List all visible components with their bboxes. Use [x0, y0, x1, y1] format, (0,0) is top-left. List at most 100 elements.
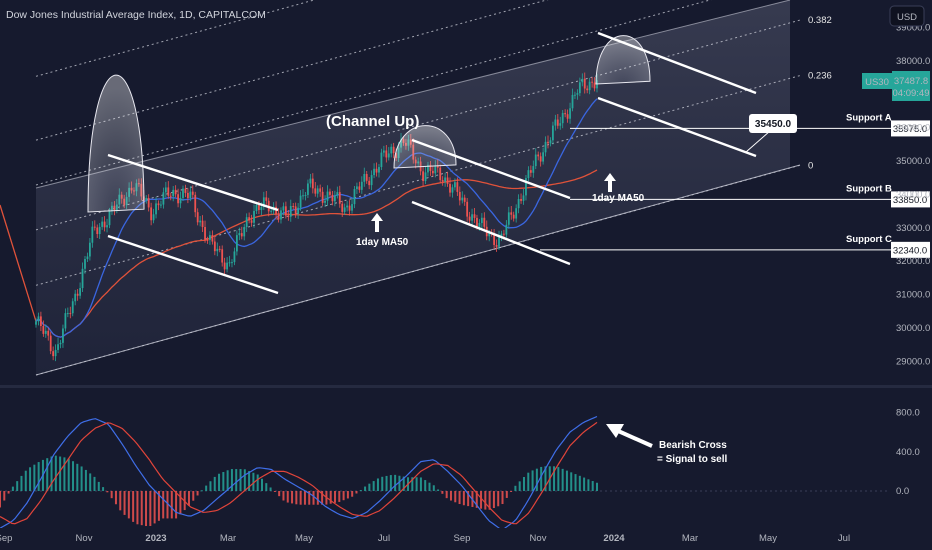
candle-body: [390, 146, 393, 154]
candle-body: [35, 321, 37, 325]
bearish-cross-title: Bearish Cross: [659, 440, 727, 451]
fib-line: [35, 0, 712, 186]
candle-body: [250, 220, 253, 223]
time-tick-label: Jul: [838, 533, 850, 544]
candle-body: [338, 192, 341, 204]
candle-body: [583, 78, 586, 89]
macd-histogram-bar: [355, 491, 358, 494]
candle-body: [378, 167, 380, 173]
candle-body: [478, 222, 481, 227]
candle-body: [248, 217, 251, 221]
macd-histogram-bar: [153, 491, 156, 524]
macd-tick-label: 800.0: [896, 408, 920, 419]
macd-histogram-bar: [230, 469, 233, 491]
candle-body: [186, 192, 189, 199]
macd-histogram-bar: [527, 472, 530, 491]
callout-value: 35450.0: [755, 119, 792, 130]
candle-body: [44, 330, 47, 334]
macd-histogram-bar: [441, 491, 444, 494]
macd-histogram-bar: [295, 491, 298, 505]
macd-histogram-bar: [286, 491, 289, 503]
candle-body: [326, 191, 329, 201]
candle-body: [356, 186, 358, 190]
candle-body: [169, 195, 172, 197]
candle-body: [64, 313, 67, 329]
macd-histogram-bar: [484, 491, 487, 510]
macd-histogram-bar: [312, 491, 315, 505]
candle-body: [260, 207, 263, 211]
pane-separator[interactable]: [0, 385, 932, 388]
candle-body: [184, 188, 187, 193]
candle-body: [512, 214, 515, 219]
candle-body: [243, 226, 246, 237]
macd-histogram-bar: [3, 491, 6, 501]
time-tick-label: Jul: [378, 533, 390, 544]
ma50-line: [35, 98, 598, 338]
candle-body: [576, 93, 579, 95]
fib-label: 0.382: [808, 15, 832, 26]
support-label: Support C: [846, 234, 892, 245]
macd-line: [0, 415, 598, 531]
ma50-label-jul: 1day MA50: [356, 237, 409, 248]
macd-histogram-bar: [518, 481, 521, 491]
trend-line: [107, 153, 279, 212]
candle-body: [333, 195, 336, 202]
support-tag-value: 33850.0: [893, 195, 927, 206]
candle-body: [297, 207, 300, 214]
macd-histogram-bar: [205, 485, 208, 491]
currency-button[interactable]: USD: [889, 5, 925, 27]
macd-histogram-bar: [226, 470, 229, 491]
candle-body: [436, 165, 439, 168]
macd-histogram-bar: [557, 467, 560, 491]
time-axis-band: [0, 528, 932, 550]
candle-body: [493, 233, 496, 245]
macd-histogram-bar: [76, 463, 79, 491]
macd-histogram-bar: [243, 469, 246, 491]
candle-body: [177, 194, 179, 204]
macd-histogram-bar: [102, 487, 105, 491]
macd-histogram-bar: [445, 491, 448, 499]
macd-histogram-bar: [522, 477, 525, 491]
macd-histogram-bar: [454, 491, 457, 503]
macd-histogram-bar: [114, 491, 117, 505]
candle-body: [108, 210, 111, 226]
candle-body: [515, 208, 518, 219]
candle-body: [287, 215, 290, 217]
candle-body: [456, 182, 459, 192]
macd-histogram-bar: [93, 476, 96, 491]
candle-body: [228, 262, 231, 264]
candle-body: [375, 168, 378, 173]
price-tick-label: 31000.0: [896, 290, 930, 301]
candle-body: [468, 216, 471, 221]
candle-body: [226, 262, 228, 270]
candle-body: [564, 113, 567, 115]
candle-body: [556, 119, 559, 126]
macd-histogram-bar: [321, 491, 324, 505]
macd-histogram-bar: [110, 491, 113, 499]
candle-body: [204, 226, 206, 240]
support-tag-value: 35975.0: [893, 124, 927, 135]
top-arc: [87, 74, 145, 213]
macd-axis[interactable]: 0.0 400.0 800.0: [896, 408, 920, 497]
candle-body: [365, 174, 368, 181]
candle-body: [93, 226, 96, 228]
macd-histogram-bar: [46, 458, 49, 491]
price-tick-label: 29000.0: [896, 356, 930, 367]
candle-body: [434, 165, 437, 174]
price-tick-label: 33000.0: [896, 223, 930, 234]
candle-body: [223, 262, 226, 270]
time-axis[interactable]: Sep Nov 2023 Mar May Jul Sep Nov 2024 Mar May Jul: [0, 528, 932, 550]
candle-body: [316, 188, 319, 194]
candle-body: [454, 182, 456, 188]
macd-histogram-bar: [16, 481, 19, 491]
macd-histogram-bar: [89, 473, 92, 491]
macd-histogram-bar: [260, 478, 263, 491]
candle-body: [71, 301, 74, 314]
candle-body: [385, 150, 388, 158]
macd-histogram-bar: [329, 491, 332, 504]
macd-histogram-bar: [351, 491, 354, 497]
fib-label: 0: [808, 160, 813, 171]
macd-histogram-bar: [389, 475, 392, 491]
candle-body: [172, 189, 175, 197]
